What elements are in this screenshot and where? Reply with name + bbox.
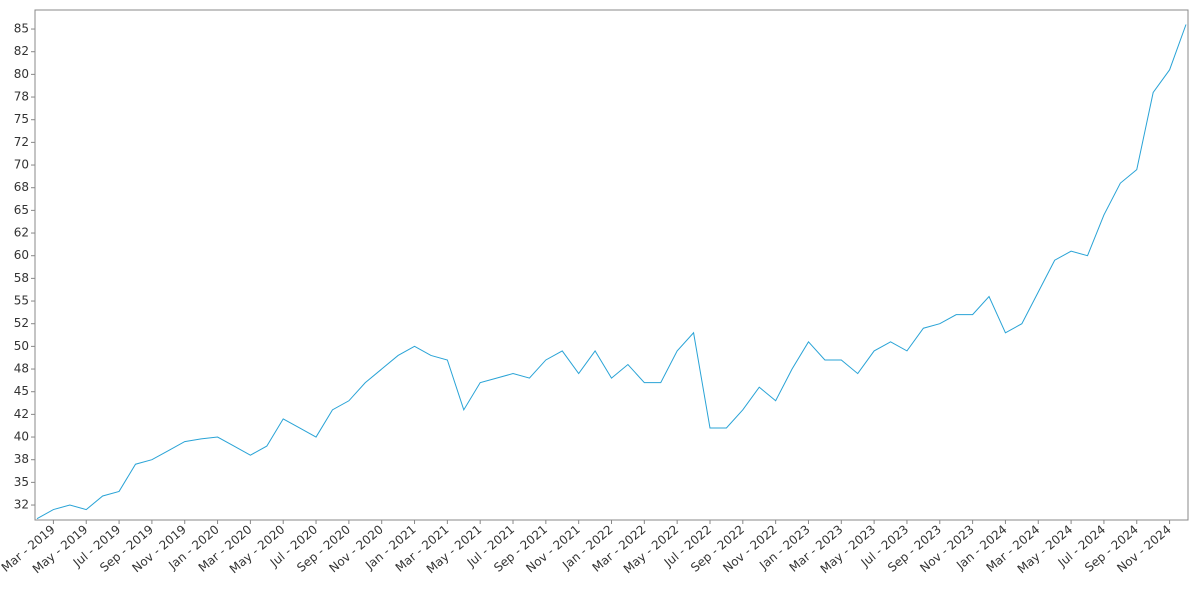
- y-tick-label: 65: [14, 203, 29, 217]
- y-tick-label: 40: [14, 430, 29, 444]
- y-tick-label: 72: [14, 135, 29, 149]
- y-tick-label: 70: [14, 158, 29, 172]
- line-series: [36, 24, 1187, 520]
- y-tick-label: 85: [14, 22, 29, 36]
- y-tick-label: 80: [14, 67, 29, 81]
- y-tick-label: 35: [14, 475, 29, 489]
- y-tick-label: 75: [14, 112, 29, 126]
- y-tick-label: 50: [14, 339, 29, 353]
- y-tick-label: 45: [14, 384, 29, 398]
- y-tick-label: 62: [14, 226, 29, 240]
- y-tick-label: 68: [14, 180, 29, 194]
- y-tick-label: 38: [14, 452, 29, 466]
- y-tick-label: 42: [14, 407, 29, 421]
- y-tick-label: 55: [14, 294, 29, 308]
- y-tick-label: 60: [14, 248, 29, 262]
- plot-frame: [34, 9, 1189, 521]
- y-tick-label: 78: [14, 90, 29, 104]
- y-tick-label: 52: [14, 316, 29, 330]
- y-tick-label: 82: [14, 44, 29, 58]
- y-tick-label: 32: [14, 498, 29, 512]
- y-tick-label: 48: [14, 362, 29, 376]
- y-tick-label: 58: [14, 271, 29, 285]
